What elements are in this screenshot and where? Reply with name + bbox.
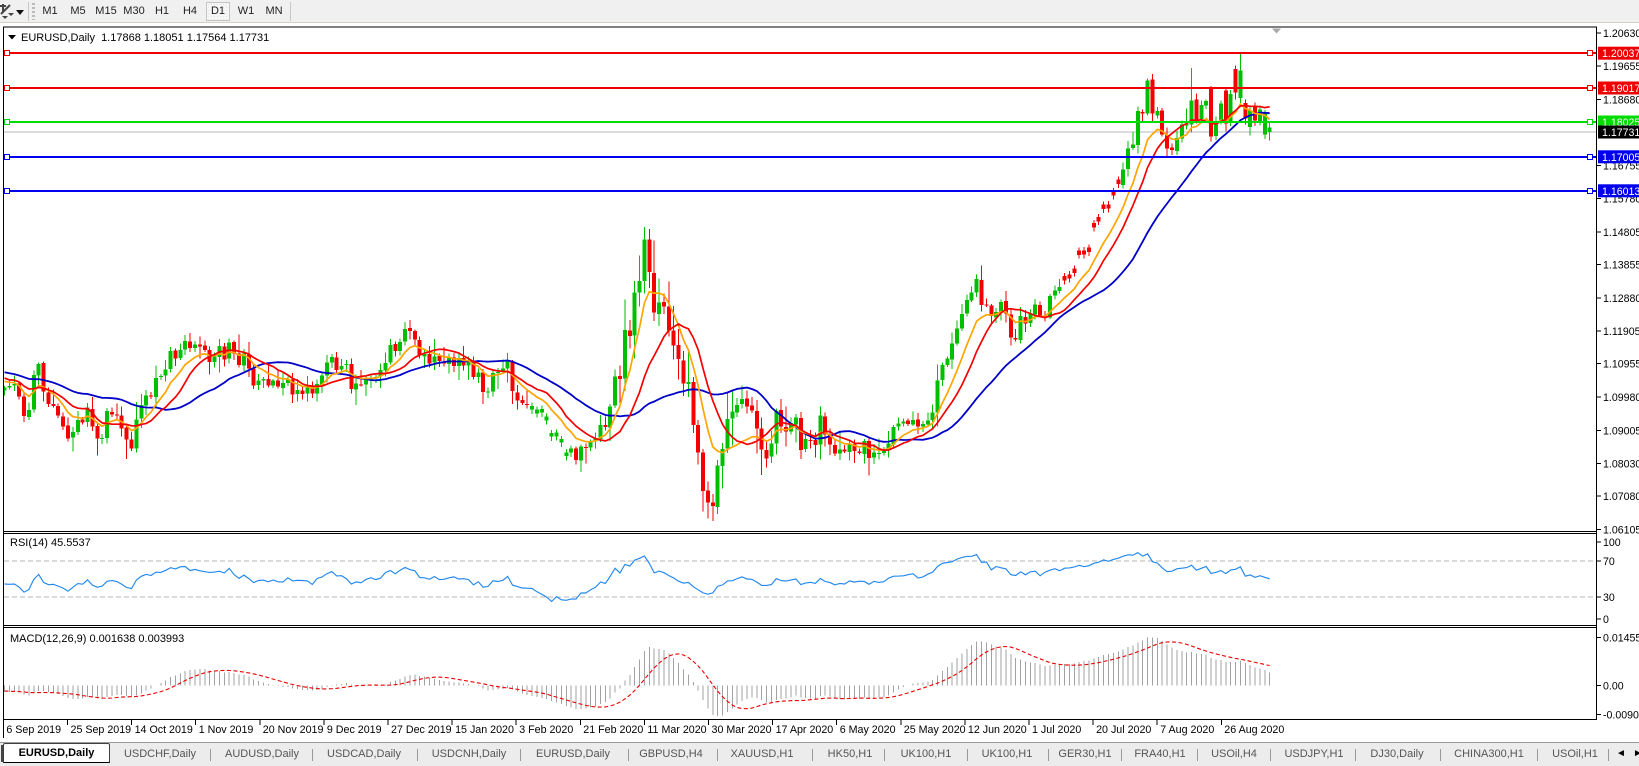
svg-text:0: 0	[1603, 614, 1609, 626]
svg-text:3 Feb 2020: 3 Feb 2020	[519, 724, 573, 736]
svg-text:12 Jun 2020: 12 Jun 2020	[968, 724, 1027, 736]
svg-text:1.09980: 1.09980	[1603, 392, 1639, 404]
svg-text:1.10955: 1.10955	[1603, 359, 1639, 371]
svg-text:25 Sep 2019: 25 Sep 2019	[71, 724, 132, 736]
svg-text:1.18680: 1.18680	[1603, 95, 1639, 107]
svg-text:21 Feb 2020: 21 Feb 2020	[583, 724, 643, 736]
svg-text:0.014556: 0.014556	[1603, 633, 1639, 645]
svg-text:17 Apr 2020: 17 Apr 2020	[776, 724, 834, 736]
svg-text:15 Jan 2020: 15 Jan 2020	[455, 724, 514, 736]
svg-text:1.06105: 1.06105	[1603, 525, 1639, 537]
svg-text:27 Dec 2019: 27 Dec 2019	[391, 724, 452, 736]
svg-text:1.07080: 1.07080	[1603, 491, 1639, 503]
svg-text:0.00: 0.00	[1603, 681, 1624, 693]
svg-text:EURUSD,Daily 1.17868 1.18051: EURUSD,Daily 1.17868 1.18051 1.17564 1.1…	[21, 32, 269, 44]
svg-text:1 Jul 2020: 1 Jul 2020	[1032, 724, 1081, 736]
svg-text:1.16013: 1.16013	[1602, 186, 1639, 198]
svg-text:1.20037: 1.20037	[1602, 48, 1639, 60]
svg-text:7 Aug 2020: 7 Aug 2020	[1160, 724, 1214, 736]
svg-text:11 Mar 2020: 11 Mar 2020	[647, 724, 706, 736]
svg-text:9 Dec 2019: 9 Dec 2019	[327, 724, 382, 736]
svg-text:1.14805: 1.14805	[1603, 227, 1639, 239]
svg-text:1.17731: 1.17731	[1602, 127, 1639, 139]
svg-text:1.19655: 1.19655	[1603, 61, 1639, 73]
svg-text:1.08030: 1.08030	[1603, 459, 1639, 471]
svg-text:1.16755: 1.16755	[1603, 160, 1639, 172]
svg-text:6 Sep 2019: 6 Sep 2019	[6, 724, 61, 736]
svg-text:1.20630: 1.20630	[1603, 28, 1639, 40]
svg-text:6 May 2020: 6 May 2020	[840, 724, 896, 736]
svg-text:1.12880: 1.12880	[1603, 293, 1639, 305]
svg-text:25 May 2020: 25 May 2020	[904, 724, 966, 736]
svg-text:1.19017: 1.19017	[1602, 83, 1639, 95]
svg-text:1.17005: 1.17005	[1602, 152, 1639, 164]
svg-text:MACD(12,26,9) 0.001638 0.00399: MACD(12,26,9) 0.001638 0.003993	[10, 633, 184, 645]
svg-text:70: 70	[1603, 556, 1615, 568]
svg-text:30 Mar 2020: 30 Mar 2020	[712, 724, 772, 736]
svg-text:26 Aug 2020: 26 Aug 2020	[1224, 724, 1284, 736]
svg-text:100: 100	[1603, 537, 1621, 549]
svg-text:1.09005: 1.09005	[1603, 425, 1639, 437]
svg-text:1.11905: 1.11905	[1603, 326, 1639, 338]
svg-text:20 Nov 2019: 20 Nov 2019	[263, 724, 324, 736]
svg-text:20 Jul 2020: 20 Jul 2020	[1096, 724, 1151, 736]
svg-text:30: 30	[1603, 592, 1615, 604]
svg-text:14 Oct 2019: 14 Oct 2019	[135, 724, 193, 736]
svg-text:1 Nov 2019: 1 Nov 2019	[199, 724, 254, 736]
svg-text:RSI(14) 45.5537: RSI(14) 45.5537	[10, 537, 91, 549]
svg-text:1.13855: 1.13855	[1603, 260, 1639, 272]
svg-text:-0.009001: -0.009001	[1603, 709, 1639, 721]
